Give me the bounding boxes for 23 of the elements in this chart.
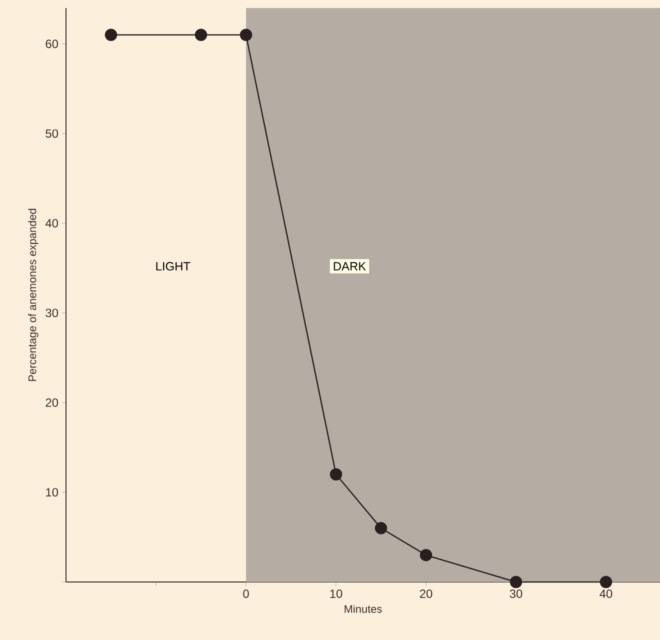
point xyxy=(420,548,432,562)
x-axis-title: Minutes xyxy=(344,604,382,613)
band-label: DARK xyxy=(334,262,366,270)
x-tick-label: 10 xyxy=(330,590,342,598)
y-tick-label: 60 xyxy=(46,40,58,48)
x-tick-label: 30 xyxy=(510,590,522,598)
y-tick-label: 40 xyxy=(45,219,58,228)
y-tick-label: 10 xyxy=(46,488,58,497)
annotation: LIGHT xyxy=(156,262,190,271)
y-tick-label: 30 xyxy=(46,308,58,318)
y-tick-label: 20 xyxy=(46,398,58,407)
y-axis-title: Percentage of anemones expanded xyxy=(28,208,38,381)
x-tick-label: 40 xyxy=(600,590,612,598)
point xyxy=(104,28,118,42)
point xyxy=(240,28,252,42)
point xyxy=(510,576,522,588)
y-tick-label: 50 xyxy=(46,129,58,138)
x-tick-label: 0 xyxy=(243,590,249,598)
point xyxy=(194,28,208,42)
x-tick-label: 20 xyxy=(420,590,432,598)
point xyxy=(600,576,612,588)
point xyxy=(330,468,342,480)
point xyxy=(374,522,388,534)
